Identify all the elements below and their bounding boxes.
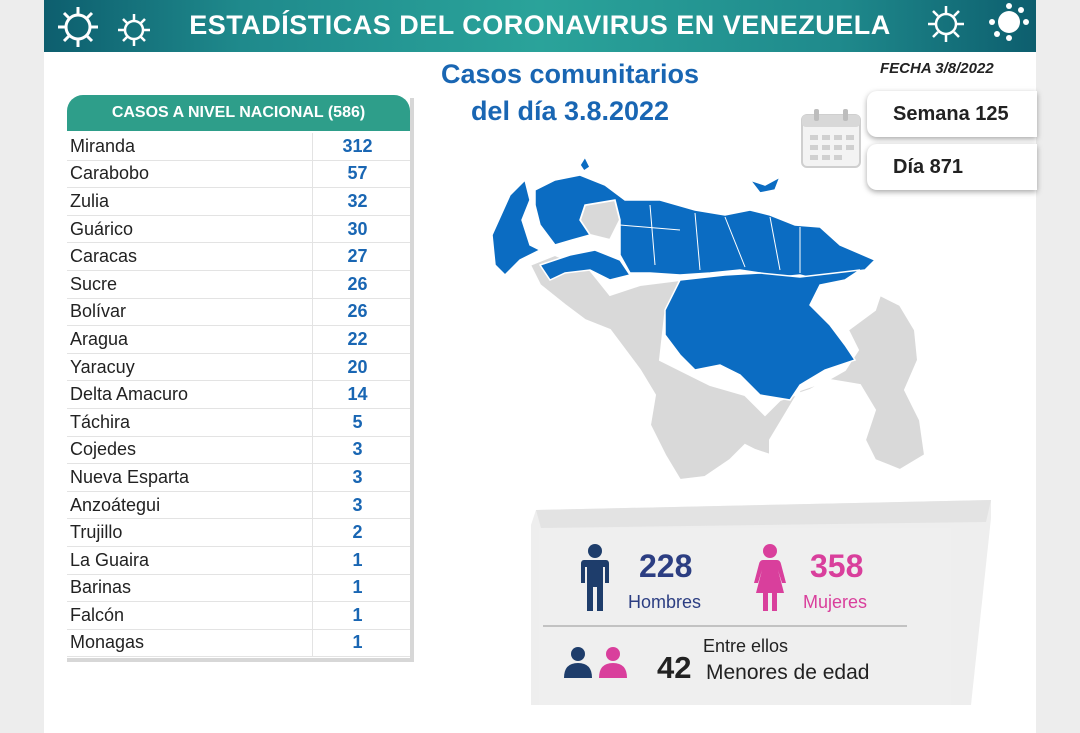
dia-box: Día 871 <box>867 144 1037 190</box>
table-row: Guárico 30 <box>67 215 410 244</box>
table-row: Nueva Esparta 3 <box>67 464 410 492</box>
calendar-icon <box>801 109 861 168</box>
child-girl-icon <box>599 647 627 678</box>
state-cases: 1 <box>312 602 402 629</box>
male-icon <box>581 544 609 611</box>
state-name: Anzoátegui <box>70 494 161 515</box>
table-row: Trujillo 2 <box>67 519 410 547</box>
state-name: Sucre <box>70 273 118 294</box>
state-name: Táchira <box>70 411 131 432</box>
entre-ellos-label: Entre ellos <box>703 636 789 656</box>
male-label: Hombres <box>628 592 702 612</box>
header-banner: ESTADÍSTICAS DEL CORONAVIRUS EN VENEZUEL… <box>44 0 1036 52</box>
state-cases: 20 <box>312 353 402 381</box>
virus-icon <box>58 7 98 47</box>
map-region-blue <box>579 155 591 173</box>
table-bottom <box>67 658 414 662</box>
state-name: Monagas <box>70 632 145 653</box>
state-name: Carabobo <box>70 163 150 184</box>
state-name: Falcón <box>70 604 125 625</box>
female-label: Mujeres <box>803 592 868 612</box>
state-cases: 2 <box>312 519 402 546</box>
table-row: Caracas 27 <box>67 243 410 271</box>
state-cases: 3 <box>312 491 402 519</box>
state-name: Miranda <box>70 135 136 156</box>
state-name: La Guaira <box>70 549 150 570</box>
female-count: 358 <box>810 548 864 584</box>
table-row: Carabobo 57 <box>67 160 410 189</box>
state-cases: 3 <box>312 436 402 464</box>
state-name: Cojedes <box>70 439 137 460</box>
state-name: Nueva Esparta <box>70 466 190 487</box>
virus-icon <box>928 6 964 42</box>
state-name: Bolívar <box>70 301 127 322</box>
table-row: Barinas 1 <box>67 574 410 603</box>
state-cases: 27 <box>312 243 402 270</box>
state-cases: 3 <box>312 464 402 491</box>
date-label: FECHA 3/8/2022 <box>880 60 994 77</box>
table-row: Anzoátegui 3 <box>67 491 410 520</box>
state-name: Guárico <box>70 218 134 239</box>
cases-title: Casos comunitarios del día 3.8.2022 <box>420 56 720 130</box>
table-row: Táchira 5 <box>67 408 410 437</box>
table-row: Zulia 32 <box>67 188 410 216</box>
state-name: Trujillo <box>70 522 123 543</box>
state-cases: 32 <box>312 188 402 215</box>
cases-title-line1: Casos comunitarios <box>440 59 700 89</box>
female-icon <box>754 544 786 611</box>
virus-icon <box>118 14 150 46</box>
table-shadow <box>410 98 414 660</box>
map-region-blue <box>491 178 542 277</box>
state-cases: 1 <box>312 546 402 574</box>
venezuela-map <box>491 155 927 482</box>
state-cases: 1 <box>312 574 402 602</box>
table-row: Sucre 26 <box>67 270 410 299</box>
map-region-blue <box>538 249 632 281</box>
table-row: Cojedes 3 <box>67 436 410 465</box>
state-name: Caracas <box>70 246 138 267</box>
map-region-blue <box>747 175 782 194</box>
state-cases: 5 <box>312 408 402 436</box>
semana-box: Semana 125 <box>867 91 1037 137</box>
minors-label: Menores de edad <box>706 661 870 684</box>
table-row: Monagas 1 <box>67 629 410 658</box>
state-name: Aragua <box>70 328 129 349</box>
male-count: 228 <box>639 548 693 584</box>
minors-count: 42 <box>657 650 692 685</box>
state-name: Yaracuy <box>70 356 135 377</box>
table-header: CASOS A NIVEL NACIONAL (586) <box>67 95 410 131</box>
map-region-grey <box>528 253 927 482</box>
state-cases: 14 <box>312 381 402 408</box>
state-cases: 312 <box>312 133 402 160</box>
state-cases: 22 <box>312 326 402 353</box>
map-region-blue <box>664 269 861 401</box>
state-cases: 57 <box>312 160 402 188</box>
table-row: La Guaira 1 <box>67 546 410 575</box>
table-row: Delta Amacuro 14 <box>67 381 410 409</box>
table-row: Miranda 312 <box>67 133 410 161</box>
table-row: Aragua 22 <box>67 326 410 354</box>
state-name: Barinas <box>70 577 132 598</box>
table-row: Yaracuy 20 <box>67 353 410 382</box>
page-title: ESTADÍSTICAS DEL CORONAVIRUS EN VENEZUEL… <box>189 10 891 40</box>
stats-panel: 228 Hombres 358 Mujeres Entre ellos 42 M… <box>531 500 991 705</box>
cases-title-line2: del día 3.8.2022 <box>470 96 670 126</box>
child-boy-icon <box>564 647 592 678</box>
state-cases: 26 <box>312 270 402 298</box>
cases-table: Miranda 312 Carabobo 57 Zulia 32 Guárico 30 Cara… <box>67 133 410 658</box>
state-cases: 26 <box>312 298 402 326</box>
state-cases: 1 <box>312 629 402 657</box>
state-cases: 30 <box>312 215 402 243</box>
table-row: Falcón 1 <box>67 602 410 630</box>
table-row: Bolívar 26 <box>67 298 410 327</box>
state-name: Zulia <box>70 190 110 211</box>
stats-panel-bg <box>531 500 991 705</box>
state-name: Delta Amacuro <box>70 384 189 405</box>
virus-icon <box>989 3 1029 41</box>
